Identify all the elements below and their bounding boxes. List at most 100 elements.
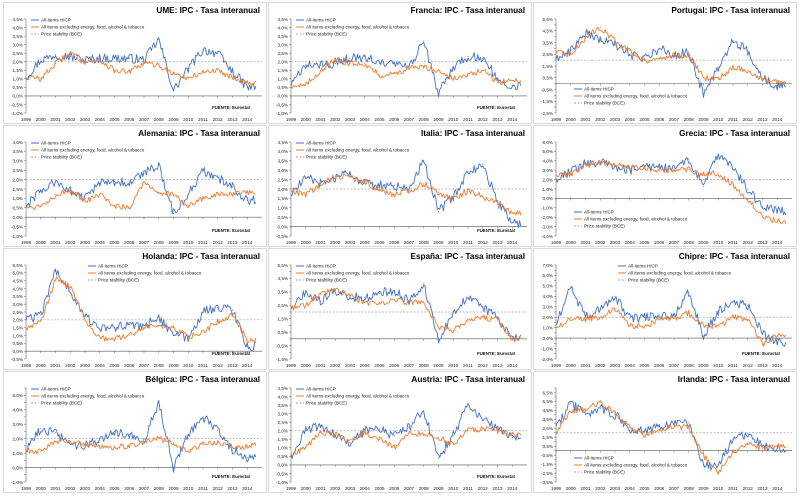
y-tick-label: 5,0% xyxy=(543,284,553,289)
x-tick-label: 2002 xyxy=(595,240,606,245)
data-point xyxy=(643,326,646,328)
data-point xyxy=(467,430,469,432)
x-tick-label: 2013 xyxy=(492,363,503,368)
data-point xyxy=(408,300,410,302)
x-tick-label: 2010 xyxy=(448,363,459,368)
data-point xyxy=(305,291,307,293)
data-point xyxy=(452,66,454,68)
x-tick-label: 2008 xyxy=(684,486,695,491)
data-point xyxy=(217,320,219,322)
data-point xyxy=(128,71,130,73)
x-tick-label: 2009 xyxy=(698,486,709,491)
data-point xyxy=(113,180,116,183)
data-point xyxy=(643,59,646,61)
y-tick-label: 1,5% xyxy=(13,325,23,330)
data-point xyxy=(776,220,778,222)
data-point xyxy=(54,194,57,196)
data-point xyxy=(349,57,351,59)
data-point xyxy=(776,445,778,447)
legend-label: All items excluding energy, food, alcoho… xyxy=(584,94,688,99)
data-point xyxy=(555,52,557,54)
data-point xyxy=(54,62,57,64)
x-tick-label: 2009 xyxy=(168,363,179,368)
x-tick-label: 2003 xyxy=(610,486,621,491)
y-tick-label: 3,5% xyxy=(13,294,23,299)
x-tick-label: 2014 xyxy=(507,240,518,245)
x-tick-label: 2000 xyxy=(301,486,312,491)
legend-label: All items excluding energy, food, alcoho… xyxy=(306,394,410,399)
x-tick-label: 2001 xyxy=(580,117,591,122)
y-tick-label: 3,0% xyxy=(13,422,23,427)
data-point xyxy=(393,289,395,292)
x-tick-label: 2010 xyxy=(183,486,194,491)
series-line-core xyxy=(555,159,787,225)
data-point xyxy=(84,197,86,199)
x-tick-label: 2014 xyxy=(507,117,518,122)
series-line-all-items xyxy=(290,159,522,228)
x-tick-label: 2008 xyxy=(419,240,430,245)
data-point xyxy=(423,182,425,184)
data-point xyxy=(305,194,307,196)
data-point xyxy=(84,201,86,203)
data-point xyxy=(319,69,322,71)
x-tick-label: 2005 xyxy=(374,486,385,491)
y-tick-label: -3,0% xyxy=(541,224,553,229)
y-tick-label: 2,0% xyxy=(13,177,23,182)
data-point xyxy=(688,312,690,314)
data-point xyxy=(658,58,660,60)
data-point xyxy=(25,319,27,321)
data-point xyxy=(54,180,57,183)
data-point xyxy=(408,426,410,428)
y-tick-label: 1,5% xyxy=(278,196,288,201)
data-point xyxy=(128,182,130,184)
x-tick-label: 2001 xyxy=(315,240,326,245)
y-tick-label: 4,5% xyxy=(278,276,288,281)
y-tick-label: 3,0% xyxy=(13,302,23,307)
legend-label: Price stability (BCE) xyxy=(41,401,82,406)
y-tick-label: 0,0% xyxy=(13,94,23,99)
y-tick-label: 3,0% xyxy=(13,159,23,164)
y-tick-label: 3,5% xyxy=(13,34,23,39)
data-point xyxy=(319,431,322,433)
x-tick-label: 2001 xyxy=(50,117,61,122)
data-point xyxy=(570,317,572,319)
legend-label: Price stability (BCE) xyxy=(306,32,347,37)
data-point xyxy=(202,49,204,51)
data-point xyxy=(437,93,440,95)
data-point xyxy=(349,173,351,175)
y-tick-label: 5,5% xyxy=(543,399,553,404)
x-tick-label: 2010 xyxy=(713,363,724,368)
y-tick-label: 2,0% xyxy=(13,60,23,65)
data-point xyxy=(717,153,719,155)
data-point xyxy=(334,433,336,435)
legend-label: Price stability (BCE) xyxy=(41,155,82,160)
y-tick-label: 2,5% xyxy=(278,420,288,425)
data-point xyxy=(290,190,292,192)
data-point xyxy=(231,186,234,188)
data-point xyxy=(673,314,675,316)
data-point xyxy=(231,194,234,196)
data-point xyxy=(231,449,234,451)
data-point xyxy=(496,319,499,321)
series-line-all-items xyxy=(290,284,522,344)
data-point xyxy=(246,86,248,88)
x-tick-label: 2000 xyxy=(566,363,577,368)
x-tick-label: 2004 xyxy=(360,240,371,245)
data-point xyxy=(217,194,219,196)
data-point xyxy=(482,69,484,71)
x-tick-label: 2005 xyxy=(109,240,120,245)
data-point xyxy=(128,334,130,337)
legend-label: All items excluding energy, food, alcoho… xyxy=(306,25,410,30)
data-point xyxy=(643,58,646,60)
legend-label: All items excluding energy, food, alcoho… xyxy=(306,148,410,153)
data-point xyxy=(158,438,160,440)
data-point xyxy=(246,199,248,201)
data-point xyxy=(761,343,764,345)
data-point xyxy=(423,433,425,435)
chart-title: UME: IPC - Tasa interanual xyxy=(156,6,260,15)
series-line-core xyxy=(555,26,787,86)
data-point xyxy=(143,62,145,64)
data-point xyxy=(614,40,616,42)
chart-panel-7: Holanda: IPC - Tasa interanual -0,5% 0,0% 0… xyxy=(3,248,267,370)
data-point xyxy=(172,212,175,214)
